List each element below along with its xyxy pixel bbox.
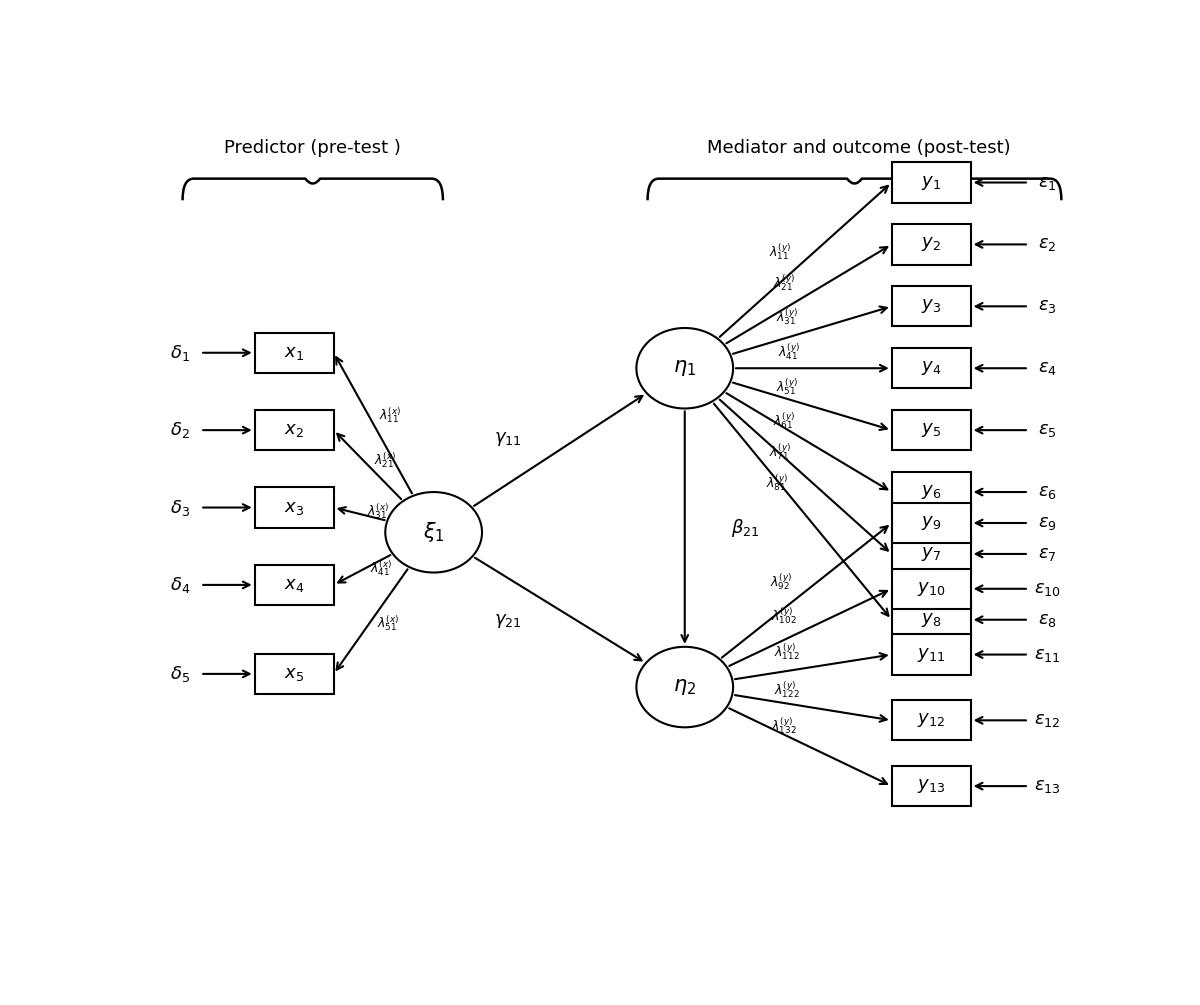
- FancyBboxPatch shape: [254, 487, 334, 528]
- Text: $\lambda_{71}^{(y)}$: $\lambda_{71}^{(y)}$: [769, 441, 791, 462]
- FancyBboxPatch shape: [892, 634, 971, 674]
- Text: $\lambda_{21}^{(y)}$: $\lambda_{21}^{(y)}$: [773, 272, 794, 293]
- Text: $\lambda_{61}^{(y)}$: $\lambda_{61}^{(y)}$: [773, 410, 794, 431]
- Text: $\varepsilon_3$: $\varepsilon_3$: [1038, 297, 1057, 316]
- Text: $y_4$: $y_4$: [922, 359, 941, 377]
- Text: $\delta_3$: $\delta_3$: [169, 497, 190, 518]
- FancyBboxPatch shape: [892, 569, 971, 609]
- FancyBboxPatch shape: [892, 163, 971, 203]
- FancyBboxPatch shape: [254, 565, 334, 605]
- Text: $\lambda_{11}^{(y)}$: $\lambda_{11}^{(y)}$: [769, 241, 791, 262]
- Text: $\varepsilon_5$: $\varepsilon_5$: [1038, 421, 1057, 439]
- Text: $\varepsilon_7$: $\varepsilon_7$: [1038, 545, 1057, 563]
- Circle shape: [636, 647, 733, 728]
- Text: Mediator and outcome (post-test): Mediator and outcome (post-test): [707, 139, 1010, 157]
- Text: $\delta_4$: $\delta_4$: [169, 575, 190, 595]
- Text: Predictor (pre-test ): Predictor (pre-test ): [224, 139, 401, 157]
- Text: $\delta_1$: $\delta_1$: [170, 343, 190, 363]
- Text: $y_9$: $y_9$: [922, 514, 941, 532]
- Text: $\gamma_{11}$: $\gamma_{11}$: [494, 430, 522, 447]
- FancyBboxPatch shape: [892, 534, 971, 574]
- Text: $\eta_2$: $\eta_2$: [673, 677, 696, 697]
- Text: $\lambda_{122}^{(y)}$: $\lambda_{122}^{(y)}$: [774, 679, 799, 700]
- Text: $\varepsilon_6$: $\varepsilon_6$: [1038, 483, 1057, 501]
- Text: $x_1$: $x_1$: [284, 344, 304, 362]
- Text: $\lambda_{102}^{(y)}$: $\lambda_{102}^{(y)}$: [770, 605, 797, 626]
- Text: $\lambda_{112}^{(y)}$: $\lambda_{112}^{(y)}$: [774, 641, 799, 662]
- Text: $\lambda_{31}^{(x)}$: $\lambda_{31}^{(x)}$: [367, 501, 389, 521]
- Text: $\lambda_{31}^{(y)}$: $\lambda_{31}^{(y)}$: [776, 306, 798, 327]
- FancyBboxPatch shape: [892, 286, 971, 327]
- Text: $x_3$: $x_3$: [284, 498, 304, 517]
- Text: $\lambda_{41}^{(y)}$: $\lambda_{41}^{(y)}$: [778, 341, 800, 362]
- Text: $\delta_2$: $\delta_2$: [170, 420, 190, 440]
- Text: $y_8$: $y_8$: [922, 611, 941, 629]
- Text: $y_{10}$: $y_{10}$: [917, 580, 946, 598]
- Text: $\lambda_{51}^{(x)}$: $\lambda_{51}^{(x)}$: [377, 614, 400, 633]
- Circle shape: [636, 328, 733, 408]
- Text: $\varepsilon_1$: $\varepsilon_1$: [1038, 174, 1057, 192]
- Text: $\beta_{21}$: $\beta_{21}$: [731, 517, 760, 539]
- Text: $x_2$: $x_2$: [284, 421, 304, 439]
- FancyBboxPatch shape: [892, 410, 971, 450]
- Text: $y_7$: $y_7$: [922, 545, 941, 563]
- Text: $\varepsilon_9$: $\varepsilon_9$: [1038, 514, 1057, 532]
- Text: $\gamma_{21}$: $\gamma_{21}$: [494, 612, 522, 630]
- Text: $\xi_1$: $\xi_1$: [422, 521, 444, 545]
- Text: $\varepsilon_{11}$: $\varepsilon_{11}$: [1034, 645, 1061, 663]
- Text: $\varepsilon_8$: $\varepsilon_8$: [1038, 611, 1057, 629]
- FancyBboxPatch shape: [892, 224, 971, 264]
- Text: $y_1$: $y_1$: [922, 174, 941, 192]
- Text: $\varepsilon_{13}$: $\varepsilon_{13}$: [1034, 777, 1061, 795]
- Text: $y_{11}$: $y_{11}$: [917, 645, 946, 663]
- Text: $\lambda_{41}^{(x)}$: $\lambda_{41}^{(x)}$: [370, 559, 392, 578]
- Text: $y_6$: $y_6$: [922, 483, 941, 501]
- Text: $\varepsilon_4$: $\varepsilon_4$: [1038, 359, 1057, 377]
- FancyBboxPatch shape: [254, 654, 334, 694]
- FancyBboxPatch shape: [254, 410, 334, 450]
- FancyBboxPatch shape: [254, 333, 334, 373]
- FancyBboxPatch shape: [892, 600, 971, 640]
- Text: $\eta_1$: $\eta_1$: [673, 358, 696, 378]
- FancyBboxPatch shape: [892, 472, 971, 513]
- Text: $\varepsilon_{12}$: $\varepsilon_{12}$: [1034, 712, 1061, 730]
- Text: $\varepsilon_{10}$: $\varepsilon_{10}$: [1034, 580, 1061, 598]
- Text: $y_5$: $y_5$: [922, 421, 941, 439]
- Text: $y_{13}$: $y_{13}$: [917, 777, 946, 795]
- Text: $\lambda_{21}^{(x)}$: $\lambda_{21}^{(x)}$: [374, 450, 396, 469]
- Text: $\lambda_{92}^{(y)}$: $\lambda_{92}^{(y)}$: [770, 571, 792, 592]
- Text: $y_3$: $y_3$: [922, 297, 941, 316]
- FancyBboxPatch shape: [892, 348, 971, 388]
- Text: $\lambda_{132}^{(y)}$: $\lambda_{132}^{(y)}$: [770, 716, 797, 737]
- Text: $y_2$: $y_2$: [922, 235, 941, 253]
- Text: $x_4$: $x_4$: [284, 576, 305, 594]
- FancyBboxPatch shape: [892, 766, 971, 806]
- Text: $y_{12}$: $y_{12}$: [917, 712, 946, 730]
- Text: $\lambda_{81}^{(y)}$: $\lambda_{81}^{(y)}$: [766, 472, 788, 493]
- Text: $\lambda_{51}^{(y)}$: $\lambda_{51}^{(y)}$: [776, 377, 798, 397]
- Text: $\delta_5$: $\delta_5$: [169, 664, 190, 684]
- Circle shape: [385, 492, 482, 573]
- FancyBboxPatch shape: [892, 502, 971, 543]
- Text: $x_5$: $x_5$: [284, 665, 304, 683]
- Text: $\lambda_{11}^{(x)}$: $\lambda_{11}^{(x)}$: [379, 405, 401, 424]
- Text: $\varepsilon_2$: $\varepsilon_2$: [1038, 235, 1057, 253]
- FancyBboxPatch shape: [892, 700, 971, 741]
